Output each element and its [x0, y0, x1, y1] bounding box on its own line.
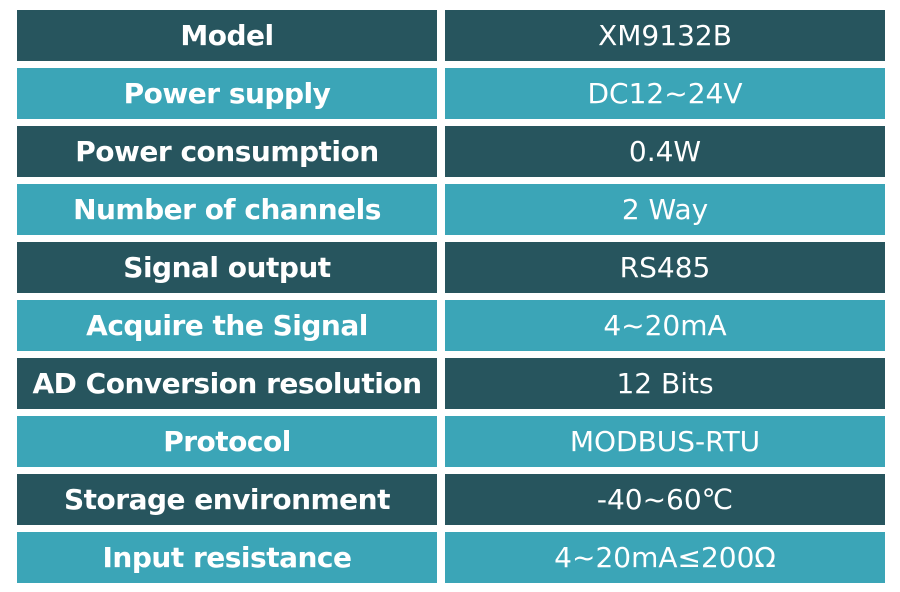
spec-value: DC12~24V	[445, 68, 885, 119]
spec-value: 4~20mA≤200Ω	[445, 532, 885, 583]
spec-row-channels: Number of channels 2 Way	[17, 184, 885, 235]
spec-label: Storage environment	[17, 474, 437, 525]
spec-label: Signal output	[17, 242, 437, 293]
spec-value: 0.4W	[445, 126, 885, 177]
spec-value: MODBUS-RTU	[445, 416, 885, 467]
spec-label: Input resistance	[17, 532, 437, 583]
spec-row-storage-environment: Storage environment -40~60℃	[17, 474, 885, 525]
spec-value: -40~60℃	[445, 474, 885, 525]
spec-value: 4~20mA	[445, 300, 885, 351]
spec-label: Power supply	[17, 68, 437, 119]
spec-row-power-consumption: Power consumption 0.4W	[17, 126, 885, 177]
spec-row-model: Model XM9132B	[17, 10, 885, 61]
spec-row-signal-output: Signal output RS485	[17, 242, 885, 293]
spec-row-power-supply: Power supply DC12~24V	[17, 68, 885, 119]
spec-label: Number of channels	[17, 184, 437, 235]
spec-value: 12 Bits	[445, 358, 885, 409]
spec-label: Power consumption	[17, 126, 437, 177]
spec-label: Model	[17, 10, 437, 61]
spec-label: Protocol	[17, 416, 437, 467]
spec-value: RS485	[445, 242, 885, 293]
spec-row-protocol: Protocol MODBUS-RTU	[17, 416, 885, 467]
spec-value: 2 Way	[445, 184, 885, 235]
spec-row-ad-resolution: AD Conversion resolution 12 Bits	[17, 358, 885, 409]
spec-value: XM9132B	[445, 10, 885, 61]
spec-table: Model XM9132B Power supply DC12~24V Powe…	[17, 10, 885, 583]
spec-row-input-resistance: Input resistance 4~20mA≤200Ω	[17, 532, 885, 583]
spec-label: Acquire the Signal	[17, 300, 437, 351]
spec-row-acquire-signal: Acquire the Signal 4~20mA	[17, 300, 885, 351]
spec-label: AD Conversion resolution	[17, 358, 437, 409]
